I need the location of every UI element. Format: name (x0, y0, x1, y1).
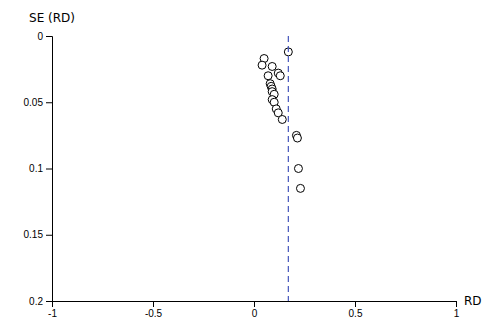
y-tick-label: 0 (37, 31, 43, 42)
point (258, 61, 266, 69)
y-tick-mark (46, 235, 52, 236)
point (264, 72, 272, 80)
point (276, 72, 284, 80)
x-tick-label: 1 (454, 308, 460, 319)
y-axis-line (46, 37, 53, 302)
scatter-series (258, 48, 304, 192)
x-axis-title: RD (464, 294, 482, 308)
x-tick: 0 (252, 301, 258, 319)
point (268, 62, 276, 70)
x-tick-mark (456, 301, 457, 307)
point (294, 165, 302, 173)
point (296, 184, 304, 192)
y-tick-label: 0.2 (29, 296, 43, 307)
x-tick-label: -1 (48, 308, 57, 319)
y-tick: 0.1 (29, 163, 52, 174)
y-tick-mark (46, 169, 52, 170)
reference-line (288, 36, 289, 301)
x-axis-line (53, 302, 457, 308)
y-tick-label: 0.1 (29, 163, 43, 174)
y-tick-mark (46, 102, 52, 103)
x-tick: -0.5 (145, 301, 163, 319)
x-axis: -1 -0.5 0 0.5 1 (48, 301, 460, 319)
y-axis-title: SE (RD) (29, 11, 75, 25)
x-tick-mark (153, 301, 154, 307)
y-tick: 0.05 (24, 97, 52, 108)
y-tick-label: 0.05 (24, 97, 44, 108)
x-tick-mark (355, 301, 356, 307)
x-tick: 0.5 (349, 301, 363, 319)
y-tick: 0.15 (24, 229, 52, 240)
y-tick: 0 (37, 31, 52, 42)
x-tick-label: 0 (252, 308, 258, 319)
y-tick-label: 0.15 (24, 229, 44, 240)
x-tick-label: -0.5 (145, 308, 163, 319)
x-tick: -1 (48, 301, 57, 319)
x-tick-mark (254, 301, 255, 307)
marks (258, 36, 304, 301)
point (278, 115, 286, 123)
y-tick-mark (46, 301, 52, 302)
y-axis: 0 0.05 0.1 0.15 0.2 (24, 31, 53, 307)
chart: -1 -0.5 0 0.5 1 0 0.05 0.1 0.15 0.2 RD SE (RD) (0, 0, 500, 333)
x-tick-label: 0.5 (349, 308, 363, 319)
y-tick: 0.2 (29, 296, 52, 307)
point (293, 134, 301, 142)
x-tick: 1 (454, 301, 460, 319)
y-tick-mark (46, 36, 52, 37)
plot: -1 -0.5 0 0.5 1 0 0.05 0.1 0.15 0.2 RD SE (RD) (24, 11, 482, 319)
